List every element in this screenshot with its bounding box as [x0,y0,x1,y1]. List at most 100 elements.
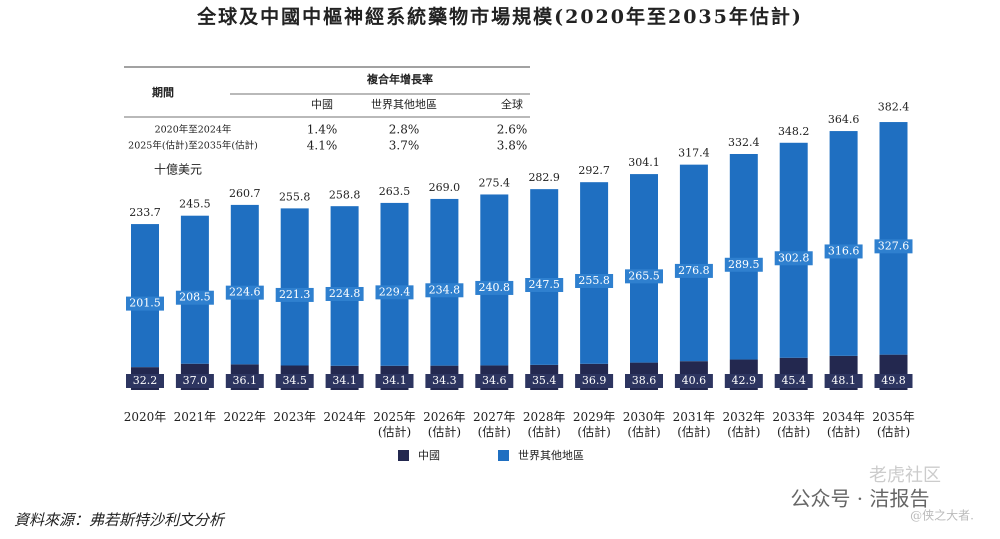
data-label: 255.8 [578,274,610,287]
watermark: @侠之大者. [910,509,974,523]
x-tick-label: 2031年(估計) [673,410,716,439]
label-box [525,374,564,388]
data-label: 38.6 [632,374,657,387]
label-box [674,263,713,278]
total-label: 282.9 [528,171,560,184]
label-box [674,374,713,388]
label-box [126,374,164,388]
x-tick-label: 2030年(估計) [623,410,666,439]
label-box [824,374,863,388]
label-box [525,278,564,293]
x-tick-label: 2035年(估計) [872,410,915,439]
total-label: 348.2 [778,125,810,138]
bar-segment [230,204,259,365]
data-label: 265.5 [628,269,660,282]
data-label: 48.1 [831,374,856,387]
legend-label: 世界其他地區 [518,449,584,462]
legend-swatch [498,450,509,461]
label-box [824,244,863,259]
bar-segment [729,153,758,360]
bar-segment [330,206,359,366]
data-label: 42.9 [732,374,757,387]
data-label: 221.3 [279,288,311,301]
x-tick-label: 2029年(估計) [573,410,616,439]
label-box [475,374,514,388]
total-label: 364.6 [828,113,860,126]
legend-swatch [398,450,409,461]
x-tick-label: 2028年(估計) [523,410,566,439]
table-cell: 1.4% [307,123,338,137]
bar-segment [180,215,209,364]
data-label: 302.8 [778,251,810,264]
label-box [325,374,364,388]
total-label: 258.8 [329,188,361,201]
label-box [774,374,813,388]
x-tick-label: 2022年 [224,410,267,424]
data-label: 36.9 [582,374,607,387]
data-label: 234.8 [429,283,461,296]
table-header: 期間 [152,85,174,99]
data-label: 229.4 [379,285,411,298]
bar-segment [879,122,908,355]
total-label: 233.7 [129,206,161,219]
bar-segment [679,164,708,362]
label-box [874,374,913,388]
table-cell: 4.1% [307,139,338,153]
data-label: 276.8 [678,264,710,277]
table-header: 中國 [311,98,333,111]
total-label: 317.4 [678,147,710,160]
data-label: 34.1 [332,374,357,387]
legend-label: 中國 [418,449,440,462]
x-tick-label: 2021年 [174,410,217,424]
label-box [375,374,414,388]
total-label: 382.4 [878,100,910,113]
table-header: 全球 [501,97,523,111]
table-cell: 3.8% [497,139,528,153]
watermark: 老虎社区 [869,465,941,486]
total-label: 292.7 [578,164,610,177]
bar-segment [280,208,309,366]
bar-segment [580,182,609,364]
label-box [874,239,913,254]
x-tick-label: 2034年(估計) [822,410,865,439]
x-tick-label: 2023年 [273,410,316,424]
table-period: 2025年(估計)至2035年(估計) [128,140,258,152]
label-box [575,273,614,288]
source: 資料來源：弗若斯特沙利文分析 [14,511,226,529]
data-label: 32.2 [133,374,158,387]
label-box [724,374,763,388]
data-label: 208.5 [179,291,211,304]
table-cell: 2.8% [389,123,420,137]
label-box [225,285,264,300]
total-label: 263.5 [379,185,411,198]
label-box [175,374,214,388]
total-label: 245.5 [179,198,211,211]
data-label: 45.4 [781,374,806,387]
data-label: 289.5 [728,258,760,271]
data-label: 37.0 [183,374,208,387]
label-box [175,290,214,305]
label-box [625,374,663,388]
total-label: 269.0 [429,181,461,194]
data-label: 316.6 [828,244,860,257]
bar-segment [779,142,808,358]
table-period: 2020年至2024年 [155,124,232,136]
label-box [126,296,164,311]
data-label: 34.5 [282,374,307,387]
x-tick-label: 2027年(估計) [473,410,516,439]
table-cell: 3.7% [389,139,420,153]
data-label: 247.5 [528,278,560,291]
bar-segment [530,189,559,365]
total-label: 260.7 [229,187,261,200]
chart-title: 全球及中國中樞神經系統藥物市場規模(2020年至2035年估計) [196,5,803,28]
label-box [575,374,614,388]
x-tick-label: 2020年 [124,410,167,424]
label-box [275,374,314,388]
label-box [774,251,813,266]
watermark: 公众号 · 洁报告 [790,487,929,511]
x-tick-label: 2033年(估計) [772,410,815,439]
data-label: 327.6 [878,239,910,252]
table-header: 世界其他地區 [371,98,437,111]
bar-segment [380,202,409,366]
